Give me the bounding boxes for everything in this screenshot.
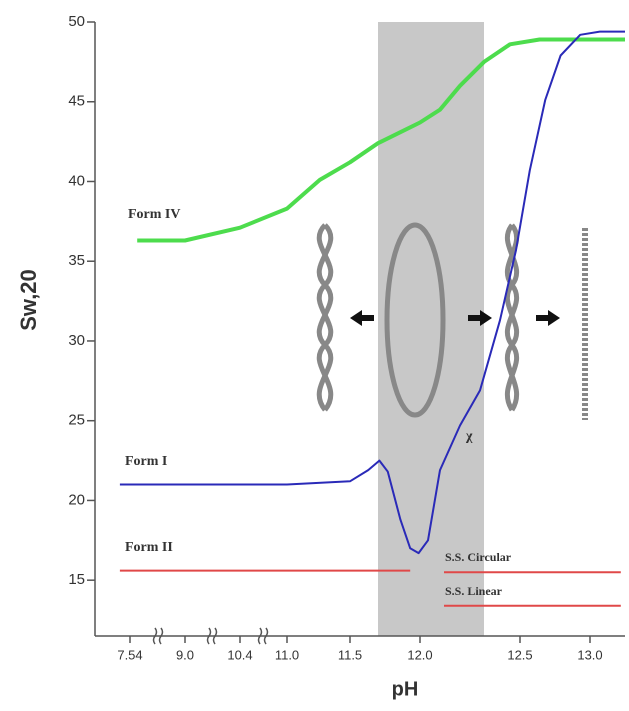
y-tick-label: 35 (68, 252, 85, 269)
y-tick-label: 40 (68, 172, 85, 189)
series-label: S.S. Circular (445, 550, 512, 564)
plot-background (378, 22, 484, 636)
arrow (468, 310, 492, 326)
supercoil-icon (504, 223, 520, 412)
x-tick-label: 13.0 (577, 647, 602, 662)
series-label: S.S. Linear (445, 584, 503, 598)
x-tick-label: 11.0 (275, 647, 299, 662)
x-tick-label: 12.5 (507, 647, 532, 662)
x-tick-label: 9.0 (176, 647, 194, 662)
relaxed-circle-icon (384, 222, 446, 418)
y-tick-label: 20 (68, 491, 85, 508)
y-tick-label: 15 (68, 571, 85, 588)
arrow (536, 310, 560, 326)
x-tick-label: 10.4 (227, 647, 252, 662)
topology-icons (316, 222, 588, 420)
shaded-region (378, 22, 484, 636)
series-label: Form IV (128, 207, 181, 222)
arrow (350, 310, 374, 326)
y-tick-label: 25 (68, 412, 85, 429)
y-tick-label: 50 (68, 13, 85, 30)
series-label: Form I (125, 454, 167, 469)
y-tick-label: 30 (68, 332, 85, 349)
x-tick-label: 7.54 (117, 647, 142, 662)
series-line (119, 30, 625, 555)
x-tick-label: 12.0 (407, 647, 432, 662)
supercoil-icon (316, 223, 334, 412)
y-tick-label: 45 (68, 93, 85, 110)
annotation: χ (465, 429, 473, 444)
x-tick-label: 11.5 (338, 647, 362, 662)
x-axis-label: pH (392, 678, 419, 700)
y-axis-label: Sw,20 (16, 269, 41, 331)
arrows (350, 310, 560, 326)
series-label: Form II (125, 540, 173, 555)
series-line (137, 37, 625, 243)
